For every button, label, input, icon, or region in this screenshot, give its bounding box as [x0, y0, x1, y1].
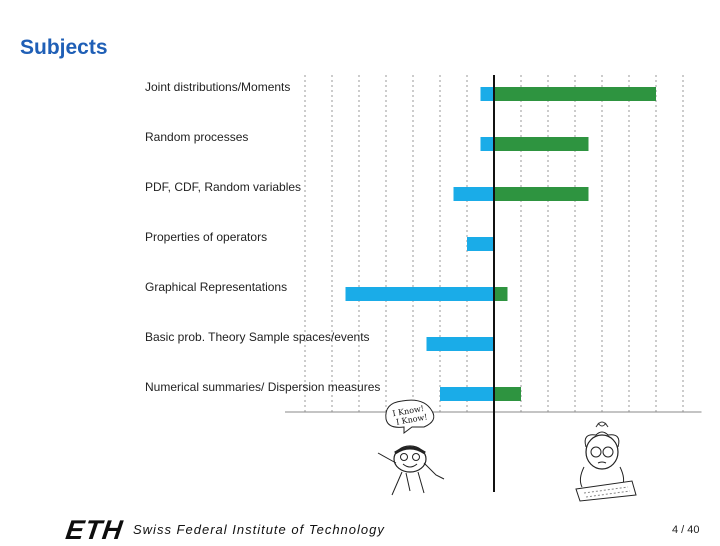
category-label: Numerical summaries/ Dispersion measures — [145, 380, 380, 394]
bar-positive — [494, 87, 656, 101]
institute-name: Swiss Federal Institute of Technology — [133, 522, 385, 537]
bar-negative — [440, 387, 494, 401]
student-confused-cartoon — [575, 421, 637, 502]
bar-negative — [480, 87, 494, 101]
bar-positive — [494, 387, 521, 401]
bar-negative — [426, 337, 494, 351]
bar-negative — [453, 187, 494, 201]
student-knows-cartoon: I Know! I Know! — [377, 399, 445, 496]
page-number: 4 / 40 — [672, 524, 700, 536]
footer: ETH Swiss Federal Institute of Technolog… — [0, 510, 720, 545]
bar-negative — [467, 237, 494, 251]
category-label: Joint distributions/Moments — [145, 80, 290, 94]
bar-negative — [345, 287, 494, 301]
bar-positive — [494, 137, 589, 151]
bar-positive — [494, 187, 589, 201]
bar-positive — [494, 287, 508, 301]
category-label: Random processes — [145, 130, 248, 144]
category-label: Graphical Representations — [145, 280, 287, 294]
category-labels: Joint distributions/Moments Random proces… — [145, 80, 380, 394]
subjects-chart: Joint distributions/Moments Random proces… — [145, 75, 702, 502]
bar-negative — [480, 137, 494, 151]
category-label: Basic prob. Theory Sample spaces/events — [145, 330, 370, 344]
grid-layer — [285, 75, 702, 413]
category-label: PDF, CDF, Random variables — [145, 180, 301, 194]
page-title: Subjects — [20, 36, 108, 59]
category-label: Properties of operators — [145, 230, 267, 244]
eth-logo: ETH — [63, 515, 126, 545]
bar-layer — [345, 87, 656, 401]
